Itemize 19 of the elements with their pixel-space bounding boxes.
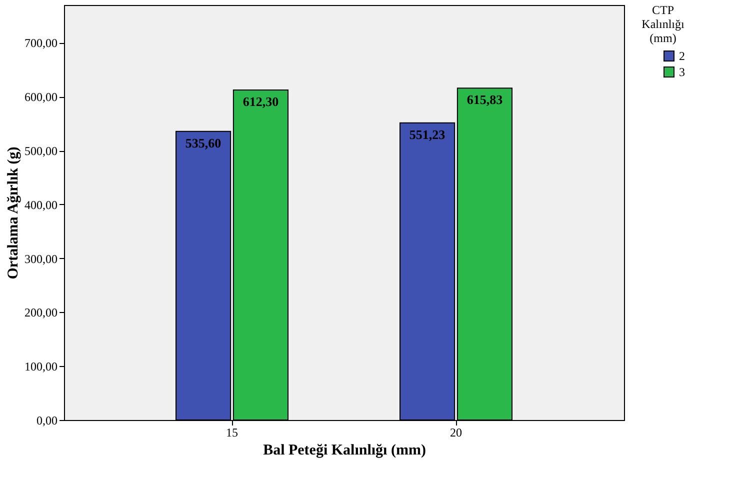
- y-tick-label: 400,00: [24, 198, 58, 212]
- y-tick-label: 100,00: [24, 360, 58, 374]
- x-axis-title: Bal Peteği Kalınlığı (mm): [263, 442, 426, 458]
- legend-label: 3: [679, 65, 685, 79]
- x-tick-label: 15: [226, 426, 238, 440]
- y-axis-title: Ortalama Ağırlık (g): [6, 146, 22, 280]
- data-label: 535,60: [185, 135, 222, 150]
- legend-label: 2: [679, 49, 685, 63]
- y-tick-label: 500,00: [24, 144, 58, 158]
- x-tick-label: 20: [450, 426, 462, 440]
- y-tick-label: 0,00: [36, 414, 58, 428]
- y-tick-label: 300,00: [24, 252, 58, 266]
- y-tick-label: 700,00: [24, 36, 58, 50]
- legend-title: CTP Kalınlığı (mm): [642, 3, 685, 45]
- data-label: 615,83: [466, 92, 504, 108]
- data-label: 612,30: [242, 94, 279, 109]
- data-label: 551,23: [409, 126, 446, 142]
- y-tick-label: 600,00: [24, 90, 58, 104]
- y-tick-label: 200,00: [24, 306, 58, 320]
